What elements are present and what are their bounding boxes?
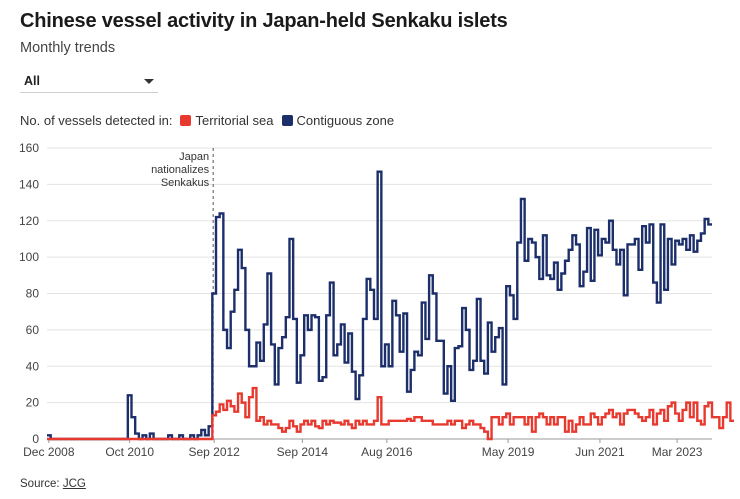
filter-dropdown[interactable]: All (20, 70, 158, 93)
y-tick-label: 80 (26, 287, 40, 301)
legend-prefix: No. of vessels detected in: (20, 113, 173, 128)
x-tick-label: Mar 2023 (652, 445, 703, 459)
legend-label-territorial-sea: Territorial sea (195, 113, 274, 128)
series-line-contiguous-zone (47, 170, 712, 441)
chart-plot: 0 20 40 60 80 100 120 140 160 Dec 2008 Oct 2010 Sep… (19, 141, 735, 459)
x-tick-label: Aug 2016 (361, 445, 413, 459)
x-tick-label: Oct 2010 (105, 445, 154, 459)
legend: No. of vessels detected in: Territorial … (20, 113, 394, 128)
y-tick-label: 40 (26, 359, 40, 373)
source-link[interactable]: JCG (62, 478, 86, 490)
filter-selected-value: All (24, 74, 40, 88)
legend-label-contiguous-zone: Contiguous zone (296, 113, 395, 128)
annotation-text: nationalizes (151, 164, 210, 176)
y-tick-label: 0 (32, 432, 39, 446)
y-tick-label: 100 (19, 250, 39, 264)
annotation-text: Senkakus (161, 177, 210, 189)
legend-item-contiguous-zone: Contiguous zone (274, 113, 395, 128)
legend-swatch-contiguous-zone (281, 115, 293, 126)
chart-subtitle: Monthly trends (20, 40, 116, 56)
x-tick-label: May 2019 (482, 445, 535, 459)
y-tick-label: 120 (19, 214, 39, 228)
legend-item-territorial-sea: Territorial sea (172, 113, 274, 128)
x-tick-label: Sep 2014 (277, 445, 329, 459)
source-note: Source: JCG (20, 478, 86, 490)
x-tick-label: Jun 2021 (575, 445, 625, 459)
y-tick-label: 20 (26, 396, 40, 410)
series-line-territorial-sea (47, 386, 735, 441)
source-label: Source: (20, 478, 60, 490)
chevron-down-icon (144, 79, 154, 84)
legend-swatch-territorial-sea (180, 115, 192, 126)
annotation-text: Japan (179, 151, 209, 163)
x-tick-label: Sep 2012 (188, 445, 240, 459)
y-tick-label: 160 (19, 141, 39, 155)
chart-title: Chinese vessel activity in Japan-held Se… (20, 10, 508, 32)
x-tick-label: Dec 2008 (23, 445, 75, 459)
y-tick-label: 140 (19, 177, 39, 191)
y-tick-label: 60 (26, 323, 40, 337)
